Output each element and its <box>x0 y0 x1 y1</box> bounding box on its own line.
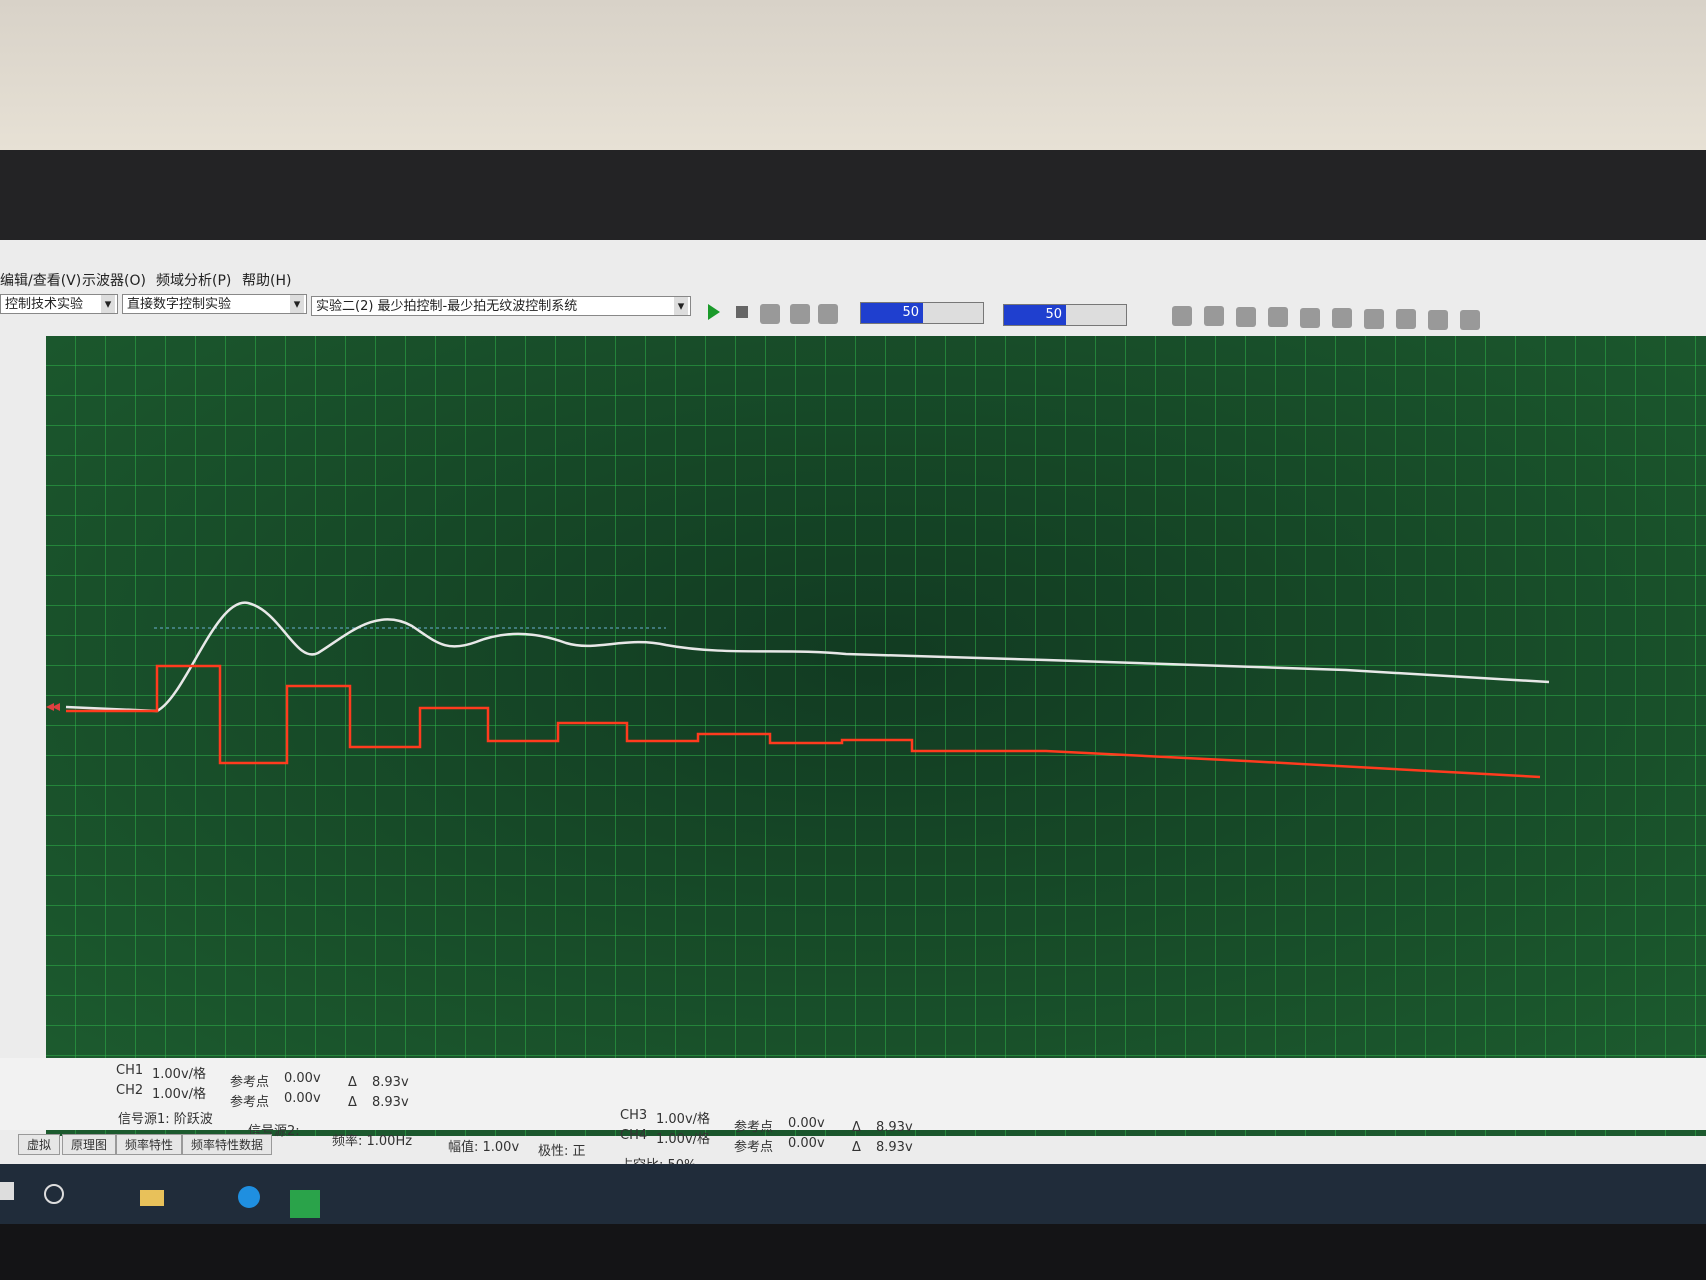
menu-item[interactable]: 帮助(H) <box>242 273 292 289</box>
tool-icon[interactable] <box>1268 307 1288 327</box>
tool-icon[interactable] <box>1460 310 1480 330</box>
tool-icon[interactable] <box>1236 307 1256 327</box>
menu-item[interactable]: 示波器(O) <box>82 273 146 289</box>
control-trace <box>66 664 1541 779</box>
output-trace <box>65 601 1550 713</box>
tool-icon[interactable] <box>1300 308 1320 328</box>
tool-icon[interactable] <box>1332 308 1352 328</box>
tool-icon[interactable] <box>1396 309 1416 329</box>
status-text: 1.00v/格 <box>152 1087 207 1102</box>
taskbar-icon[interactable] <box>238 1186 260 1208</box>
tool-icon[interactable] <box>1364 309 1384 329</box>
stop-button[interactable] <box>736 306 748 318</box>
status-text: CH4 <box>620 1128 648 1143</box>
tab[interactable]: 原理图 <box>62 1134 117 1155</box>
status-text: 频率: 1.00Hz <box>332 1134 413 1149</box>
status-text: Δ <box>348 1095 357 1110</box>
tool-icon[interactable] <box>1204 306 1224 326</box>
status-text: Δ <box>852 1120 861 1135</box>
taskbar-icon[interactable] <box>44 1184 64 1204</box>
bezel-bottom <box>0 1224 1706 1280</box>
tab[interactable]: 虚拟 <box>18 1134 61 1155</box>
dropdown[interactable]: 实验二(2) 最少拍控制-最少拍无纹波控制系统 <box>311 296 691 316</box>
status-text: CH3 <box>620 1108 648 1123</box>
status-text: 0.00v <box>788 1116 825 1131</box>
trigger-marker <box>46 703 60 711</box>
bezel <box>0 150 1706 240</box>
status-text: 8.93v <box>876 1120 913 1135</box>
status-text: 参考点 <box>230 1095 270 1110</box>
status-text: 参考点 <box>734 1120 774 1135</box>
dropdown[interactable]: 直接数字控制实验 <box>122 294 307 314</box>
status-text: 1.00v/格 <box>656 1112 711 1127</box>
taskbar-icon[interactable] <box>140 1190 164 1206</box>
oscilloscope-screen <box>46 336 1706 1136</box>
status-text: 极性: 正 <box>538 1144 586 1159</box>
status-text: 1.00v/格 <box>656 1132 711 1147</box>
status-text: 0.00v <box>788 1136 825 1151</box>
status-text: 1.00v/格 <box>152 1067 207 1082</box>
background <box>0 0 1706 160</box>
status-text: 8.93v <box>876 1140 913 1155</box>
status-text: Δ <box>348 1075 357 1090</box>
start-button[interactable] <box>0 1182 14 1200</box>
tab[interactable]: 频率特性数据 <box>182 1134 273 1155</box>
status-text: 8.93v <box>372 1095 409 1110</box>
menu-item[interactable]: 频域分析(P) <box>156 273 232 289</box>
status-text: 0.00v <box>284 1091 321 1106</box>
menu-item[interactable]: 编辑/查看(V) <box>0 273 82 289</box>
status-text: CH1 <box>116 1063 144 1078</box>
status-panel <box>0 1058 1706 1130</box>
spinbox[interactable]: 50 <box>1003 304 1127 326</box>
taskbar <box>0 1164 1706 1224</box>
play-button[interactable] <box>708 304 720 320</box>
spinbox[interactable]: 50 <box>860 302 984 324</box>
scope-grid <box>46 336 1706 1136</box>
status-text: 幅值: 1.00v <box>448 1140 520 1155</box>
status-text: 8.93v <box>372 1075 409 1090</box>
status-text: CH2 <box>116 1083 144 1098</box>
status-text: 参考点 <box>230 1075 270 1090</box>
tool-icon[interactable] <box>760 304 780 324</box>
tool-icon[interactable] <box>790 304 810 324</box>
status-text: 0.00v <box>284 1071 321 1086</box>
spinbox-value: 50 <box>861 303 923 323</box>
spinbox-value: 50 <box>1004 305 1066 325</box>
status-text: 信号源1: 阶跃波 <box>118 1112 213 1127</box>
dropdown[interactable]: 控制技术实验 <box>0 294 118 314</box>
taskbar-icon[interactable] <box>290 1190 320 1218</box>
tool-icon[interactable] <box>1428 310 1448 330</box>
tab[interactable]: 频率特性 <box>116 1134 183 1155</box>
tool-icon[interactable] <box>1172 306 1192 326</box>
tool-icon[interactable] <box>818 304 838 324</box>
status-text: Δ <box>852 1140 861 1155</box>
status-text: 参考点 <box>734 1140 774 1155</box>
